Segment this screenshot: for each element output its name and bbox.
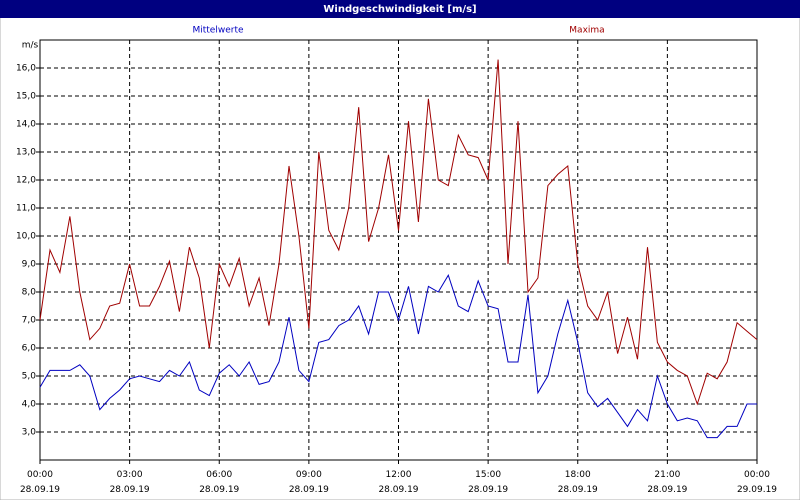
y-tick-label: 10,0	[16, 232, 36, 242]
x-tick-label: 21:00 28.09.19	[647, 470, 687, 495]
x-tick-label: 09:00 28.09.19	[289, 470, 329, 495]
chart-title: Windgeschwindigkeit [m/s]	[323, 4, 476, 15]
legend-label: Mittelwerte	[192, 26, 243, 36]
x-tick-label: 18:00 28.09.19	[558, 470, 598, 495]
y-tick-label: 3,0	[22, 428, 37, 438]
series-line	[39, 273, 757, 439]
y-tick-label: 14,0	[16, 120, 36, 130]
y-tick-label: 8,0	[22, 288, 37, 298]
legend-label: Maxima	[569, 26, 604, 36]
title-bar	[0, 0, 800, 18]
y-tick-label: 16,0	[16, 64, 36, 74]
x-tick-label: 06:00 28.09.19	[199, 470, 239, 495]
x-tick-label: 00:00 28.09.19	[20, 470, 60, 495]
x-tick-label: 03:00 28.09.19	[110, 470, 150, 495]
y-tick-label: 13,0	[16, 148, 36, 158]
x-tick-label: 00:00 29.09.19	[737, 470, 777, 495]
y-tick-label: 4,0	[22, 400, 37, 410]
y-axis-label: m/s	[22, 41, 39, 51]
y-tick-label: 11,0	[16, 204, 36, 214]
y-tick-label: 9,0	[22, 260, 37, 270]
y-tick-label: 7,0	[22, 316, 37, 326]
x-tick-label: 12:00 28.09.19	[378, 470, 418, 495]
y-tick-label: 6,0	[22, 344, 37, 354]
y-tick-label: 15,0	[16, 92, 36, 102]
series-line	[39, 59, 758, 406]
y-tick-label: 5,0	[22, 372, 37, 382]
x-tick-label: 15:00 28.09.19	[468, 470, 508, 495]
y-tick-label: 12,0	[16, 176, 36, 186]
